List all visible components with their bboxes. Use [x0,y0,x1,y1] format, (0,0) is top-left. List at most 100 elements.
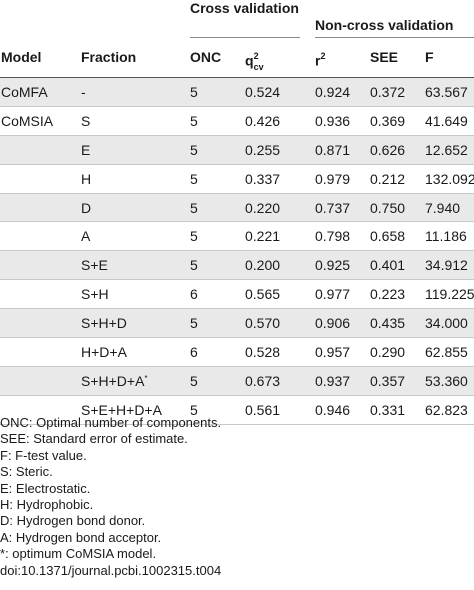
footnote: *: optimum CoMSIA model. [0,546,474,562]
f-cell: 34.000 [425,308,474,339]
q2cv-cell: 0.565 [245,279,315,310]
r2-cell: 0.936 [315,106,370,136]
model-cell [0,337,81,367]
onc-cell: 5 [190,221,245,252]
q2cv-cell: 0.561 [245,395,315,425]
onc-cell: 6 [190,337,245,367]
model-cell: CoMSIA [0,106,81,136]
footnote-text: : F-test value. [7,447,87,463]
footnote-text: : Hydrophobic. [9,496,94,512]
see-cell: 0.290 [370,337,425,367]
table-row: CoMSIA S 5 0.426 0.936 0.369 41.649 [0,106,474,136]
onc-cell: 5 [190,308,245,339]
onc-cell: 6 [190,279,245,310]
footnote-text: : Steric. [8,464,53,480]
group-rule-cross [190,37,300,38]
model-cell [0,395,81,425]
see-cell: 0.626 [370,135,425,165]
f-cell: 41.649 [425,106,474,136]
f-cell: 119.225 [425,279,474,310]
model-cell [0,279,81,310]
table-row: S+H+D 5 0.570 0.906 0.435 34.000 [0,308,474,339]
f-cell: 34.912 [425,250,474,281]
footnote-text: : Hydrogen bond acceptor. [8,529,162,545]
table-row: A 5 0.221 0.798 0.658 11.186 [0,221,474,252]
model-cell [0,193,81,223]
fraction-cell: S+E+H+D+A [81,395,190,425]
col-header-model: Model [1,49,42,65]
col-header-q2cv: q2cv [245,51,264,73]
fraction-cell: - [81,78,190,107]
r2-cell: 0.924 [315,78,370,107]
header-rule [0,77,474,78]
q2cv-cell: 0.337 [245,164,315,194]
footnote-key: E [0,480,9,496]
fraction-cell: H [81,164,190,194]
footnote-key: S [0,464,9,480]
f-cell: 11.186 [425,221,474,252]
see-cell: 0.658 [370,221,425,252]
onc-cell: 5 [190,106,245,136]
footnote-key: H [0,496,10,512]
fraction-cell: S+H+D [81,308,190,339]
onc-cell: 5 [190,193,245,223]
f-cell: 62.823 [425,395,474,425]
onc-cell: 5 [190,164,245,194]
footnote-key: SEE [0,431,27,447]
optimum-marker: * [144,373,148,383]
table-row: S+H 6 0.565 0.977 0.223 119.225 [0,279,474,310]
onc-cell: 5 [190,250,245,281]
f-cell: 12.652 [425,135,474,165]
model-cell [0,250,81,281]
r2-cell: 0.937 [315,366,370,396]
onc-cell: 5 [190,135,245,165]
footnote-key: * [0,546,6,562]
q2cv-cell: 0.220 [245,193,315,223]
footnote: H: Hydrophobic. [0,497,474,513]
fraction-cell: E [81,135,190,165]
fraction-cell: A [81,221,190,252]
footnote-text: : Hydrogen bond donor. [9,513,146,529]
footnote-key: D [0,513,10,529]
footnote-text: : Standard error of estimate. [26,431,188,447]
r2-cell: 0.737 [315,193,370,223]
model-cell [0,366,81,396]
f-cell: 62.855 [425,337,474,367]
table-footnotes: ONC: Optimal number of components. SEE: S… [0,415,474,579]
q2cv-cell: 0.426 [245,106,315,136]
footnote-key: A [0,529,9,545]
q2cv-cell: 0.255 [245,135,315,165]
fraction-cell: H+D+A [81,337,190,367]
r2-cell: 0.979 [315,164,370,194]
onc-cell: 5 [190,366,245,396]
group-rule-noncross [315,37,474,38]
r2-cell: 0.906 [315,308,370,339]
footnote-key: ONC [0,415,29,430]
q2cv-cell: 0.673 [245,366,315,396]
results-table: CoMFA -5 0.524 0.924 0.372 63.567 CoMSIA S 5 0.42… [0,78,474,425]
col-header-see: SEE [370,49,399,65]
f-cell: 132.092 [425,164,474,194]
see-cell: 0.435 [370,308,425,339]
table-row: S+E 5 0.200 0.925 0.401 34.912 [0,250,474,281]
r2-cell: 0.977 [315,279,370,310]
footnote-text: : Electrostatic. [8,480,91,496]
fraction-cell: S+H [81,279,190,310]
onc-cell: 5 [190,78,245,107]
r2-cell: 0.946 [315,395,370,425]
see-cell: 0.357 [370,366,425,396]
q2cv-cell: 0.221 [245,221,315,252]
footnote: F: F-test value. [0,448,474,464]
fraction-cell: S+E [81,250,190,281]
see-cell: 0.750 [370,193,425,223]
table-row: H+D+A 6 0.528 0.957 0.290 62.855 [0,337,474,367]
fraction-cell: D [81,193,190,223]
col-header-f: F [425,49,434,65]
footnote-key: F [0,447,8,463]
footnote-text: : optimum CoMSIA model. [5,546,157,562]
model-cell [0,221,81,252]
table-row: S+H+D+A* 5 0.673 0.937 0.357 53.360 [0,366,474,396]
r2-cell: 0.957 [315,337,370,367]
see-cell: 0.372 [370,78,425,107]
model-cell [0,164,81,194]
